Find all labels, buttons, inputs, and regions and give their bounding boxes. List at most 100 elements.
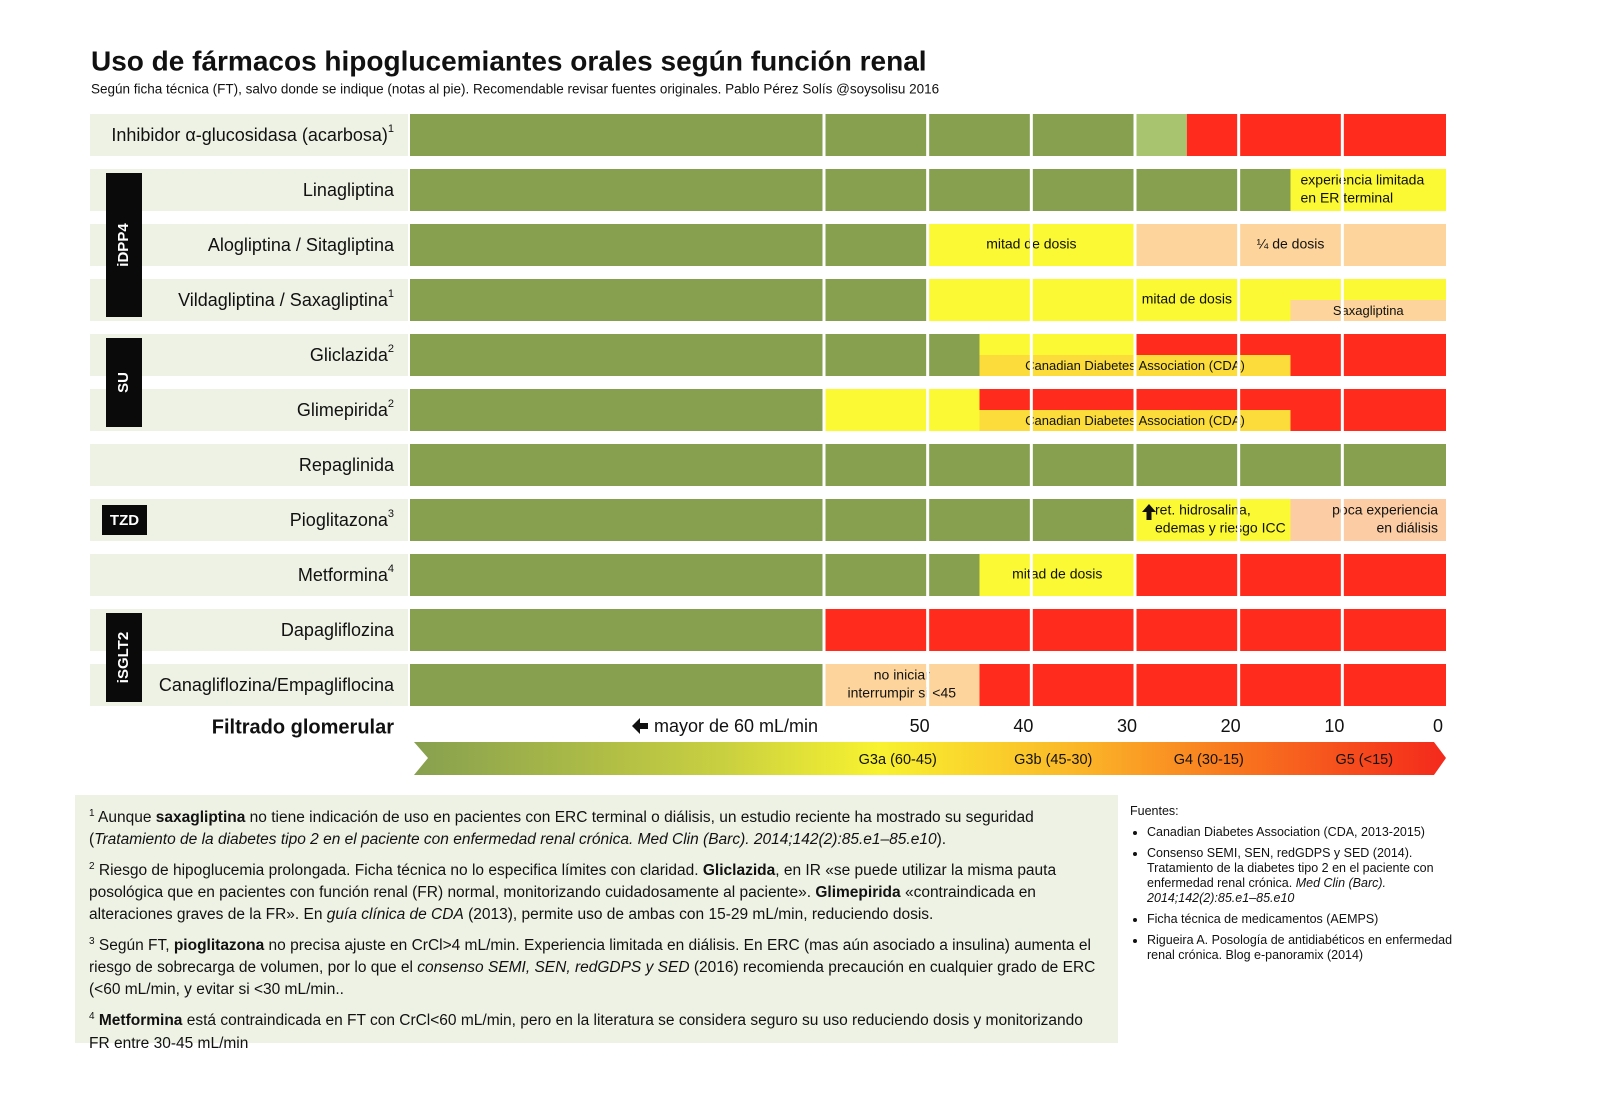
text-run: , en IR «se puede utilizar la misma paut… <box>89 862 1057 902</box>
column-divider <box>1029 224 1033 266</box>
column-divider <box>1029 114 1033 156</box>
text-run: está contraindicada en FT con CrCl<60 mL… <box>89 1012 1083 1052</box>
title: Uso de fármacos hipoglucemiantes orales … <box>91 45 927 76</box>
text-run: «contraindicada en alteraciones graves d… <box>89 884 1036 924</box>
column-divider <box>822 169 826 211</box>
segment <box>1290 499 1446 541</box>
column-divider <box>926 664 930 706</box>
sources-list: Canadian Diabetes Association (CDA, 2013… <box>1130 825 1460 963</box>
segment-label: no iniciar <box>874 667 930 683</box>
row-label-bg <box>90 279 408 321</box>
column-divider <box>1133 499 1137 541</box>
column-divider <box>1237 169 1241 211</box>
column-divider <box>1133 334 1137 376</box>
footnote: 4 Metformina está contraindicada en FT c… <box>89 1006 1104 1054</box>
column-divider <box>926 499 930 541</box>
drug-label: Canagliflozina/Empagliflocina <box>159 675 395 695</box>
column-divider <box>1340 444 1344 486</box>
column-divider <box>822 224 826 266</box>
segment <box>824 664 980 706</box>
text-run: Rigueira A. Posología de antidiabéticos … <box>1147 933 1453 962</box>
drug-name: Repaglinida <box>299 455 395 475</box>
column-divider <box>822 114 826 156</box>
overlay-label: Saxagliptina <box>1333 303 1405 318</box>
column-divider <box>822 664 826 706</box>
axis-tick-label: 30 <box>1117 716 1137 736</box>
column-divider <box>926 444 930 486</box>
drug-name: Alogliptina / Sitagliptina <box>208 235 395 255</box>
text-run: guía clínica de CDA <box>326 906 464 924</box>
column-divider <box>1237 114 1241 156</box>
drug-name: Dapagliflozina <box>281 620 395 640</box>
column-divider <box>1340 169 1344 211</box>
column-divider <box>1133 114 1137 156</box>
column-divider <box>926 169 930 211</box>
column-divider <box>1029 389 1033 431</box>
subtitle: Según ficha técnica (FT), salvo donde se… <box>91 82 939 97</box>
column-divider <box>1133 169 1137 211</box>
drug-label: Dapagliflozina <box>281 620 395 640</box>
column-divider <box>1237 444 1241 486</box>
source-item: Canadian Diabetes Association (CDA, 2013… <box>1147 825 1460 840</box>
text-run: Metformina <box>98 1012 183 1030</box>
column-divider <box>822 334 826 376</box>
column-divider <box>1237 554 1241 596</box>
column-divider <box>1133 279 1137 321</box>
gfr-scale-bar <box>414 742 1446 775</box>
footnote-number: 4 <box>89 1011 95 1023</box>
segment <box>1135 224 1446 266</box>
text-run: Tratamiento de la diabetes tipo 2 en el … <box>94 831 937 849</box>
segment <box>1290 169 1446 211</box>
row-label-bg <box>90 114 408 156</box>
footnote-ref: 1 <box>388 123 394 135</box>
footnote-number: 2 <box>89 861 95 873</box>
column-divider <box>1029 609 1033 651</box>
row-label-bg <box>90 334 408 376</box>
row-label-bg <box>90 389 408 431</box>
drug-name: Gliclazida <box>310 345 389 365</box>
source-item: Ficha técnica de medicamentos (AEMPS) <box>1147 912 1460 927</box>
segment-label: interrumpir si <45 <box>847 685 956 701</box>
column-divider <box>1237 499 1241 541</box>
footnote-ref: 1 <box>388 288 394 300</box>
segment <box>979 554 1135 596</box>
column-divider <box>1237 334 1241 376</box>
source-item: Consenso SEMI, SEN, redGDPS y SED (2014)… <box>1147 846 1460 906</box>
column-divider <box>1340 664 1344 706</box>
column-divider <box>926 389 930 431</box>
segment <box>410 334 980 376</box>
segment-label: mitad de dosis <box>1012 566 1102 582</box>
column-divider <box>1340 554 1344 596</box>
column-divider <box>926 554 930 596</box>
footnote: 1 Aunque saxagliptina no tiene indicació… <box>89 803 1104 851</box>
row-label-bg <box>90 224 408 266</box>
segment <box>1135 554 1446 596</box>
text-run: Según FT, <box>94 937 174 955</box>
drug-label: Repaglinida <box>299 455 395 475</box>
segment <box>410 609 824 651</box>
column-divider <box>1340 279 1344 321</box>
segment-label: edemas y riesgo ICC <box>1155 520 1286 536</box>
column-divider <box>926 609 930 651</box>
stage-label: G3b (45-30) <box>1014 752 1092 768</box>
text-run: Canadian Diabetes Association (CDA, 2013… <box>1147 825 1425 839</box>
row-label-bg <box>90 444 408 486</box>
column-divider <box>1237 279 1241 321</box>
column-divider <box>822 389 826 431</box>
column-divider <box>926 334 930 376</box>
axis-tick-label: 40 <box>1013 716 1033 736</box>
segment <box>1135 499 1291 541</box>
segment-label: en diálisis <box>1377 520 1438 536</box>
segment <box>410 114 1135 156</box>
axis-tick-label: 0 <box>1433 716 1443 736</box>
text-run: no tiene indicación de uso en pacientes … <box>89 809 1034 849</box>
segment <box>410 224 928 266</box>
overlay-band <box>1290 300 1446 321</box>
footnote-ref: 2 <box>388 343 394 355</box>
column-divider <box>1340 114 1344 156</box>
column-divider <box>1133 224 1137 266</box>
footnote-ref: 3 <box>388 508 394 520</box>
